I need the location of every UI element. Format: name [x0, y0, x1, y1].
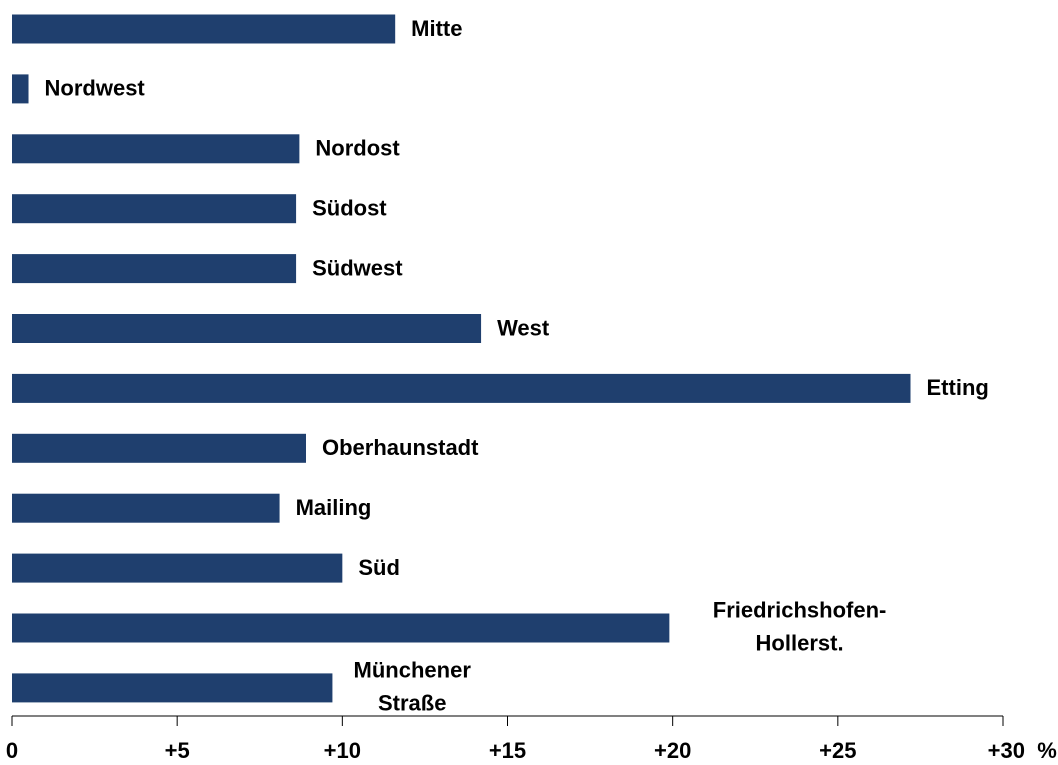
x-tick-label: +30	[988, 738, 1025, 763]
bar	[12, 314, 482, 343]
bar-label: Münchener Straße	[354, 657, 472, 715]
bar	[12, 74, 29, 104]
bar	[12, 553, 343, 583]
bar	[12, 613, 670, 643]
bar	[12, 433, 306, 463]
bar-label: Mitte	[411, 16, 462, 41]
x-axis-unit: %	[1037, 738, 1057, 763]
bar	[12, 493, 280, 523]
bar	[12, 373, 911, 403]
bar-label: Südost	[312, 196, 387, 221]
bar-label: Mailing	[296, 495, 372, 520]
bar-label: Nordwest	[45, 76, 146, 101]
bar	[12, 254, 297, 284]
bar-label: Süd	[358, 555, 400, 580]
bar-label: Oberhaunstadt	[322, 435, 479, 460]
bar-label: West	[497, 315, 550, 340]
bar	[12, 673, 333, 703]
x-tick-label: +5	[165, 738, 190, 763]
x-tick-label: +15	[489, 738, 526, 763]
bar	[12, 194, 297, 224]
x-tick-label: +25	[819, 738, 856, 763]
bar	[12, 134, 300, 164]
bar-label: Friedrichshofen-Hollerst.	[713, 597, 887, 655]
bar-label: Nordost	[315, 136, 400, 161]
x-tick-label: +10	[324, 738, 361, 763]
x-tick-label: 0	[6, 738, 18, 763]
bar	[12, 14, 396, 44]
x-tick-label: +20	[654, 738, 691, 763]
bar-label: Südwest	[312, 255, 403, 280]
bar-label: Etting	[927, 375, 989, 400]
